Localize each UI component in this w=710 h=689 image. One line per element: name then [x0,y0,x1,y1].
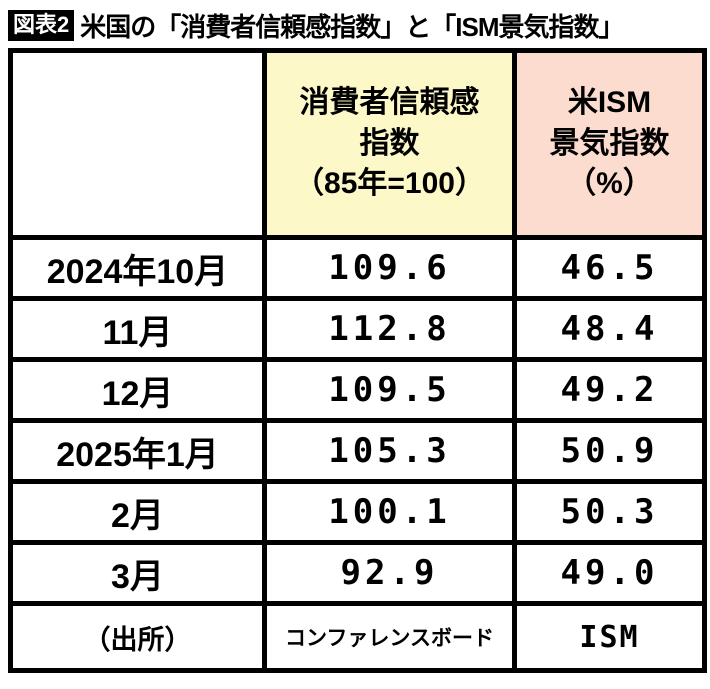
figure-header: 図表2 米国の「消費者信頼感指数」と「ISM景気指数」 [8,8,702,42]
header-line-1: 米ISM [567,86,652,120]
row-label: 2月 [8,479,267,545]
table-header-row: 消費者信頼感 指数 （85年=100） 米ISM 景気指数 （%） [8,48,707,240]
consumer-confidence-value: 105.3 [262,418,517,484]
figure-title: 米国の「消費者信頼感指数」と「ISM景気指数」 [80,11,624,42]
ism-value: 49.0 [512,540,707,606]
ism-value: 49.2 [512,357,707,423]
header-cell-ism: 米ISM 景気指数 （%） [512,48,707,240]
consumer-confidence-value: 100.1 [262,479,517,545]
row-label: 3月 [8,540,267,606]
header-line-3: （%） [566,167,653,201]
ism-value: 50.3 [512,479,707,545]
consumer-confidence-value: 109.5 [262,357,517,423]
table-row: 2025年1月 105.3 50.9 [8,418,707,484]
consumer-confidence-value: 92.9 [262,540,517,606]
source-row: （出所） コンファレンスボード ISM [8,601,707,673]
table-row: 12月 109.5 49.2 [8,357,707,423]
ism-value: 48.4 [512,296,707,362]
row-label: 2025年1月 [8,418,267,484]
header-cell-consumer-confidence: 消費者信頼感 指数 （85年=100） [262,48,517,240]
table-row: 3月 92.9 49.0 [8,540,707,606]
ism-value: 46.5 [512,235,707,301]
consumer-confidence-value: 112.8 [262,296,517,362]
row-label: 2024年10月 [8,235,267,301]
row-label: 11月 [8,296,267,362]
source-label: （出所） [8,601,267,673]
table-row: 2月 100.1 50.3 [8,479,707,545]
source-ism: ISM [512,601,707,673]
header-line-2: 景気指数 [549,126,670,160]
figure-badge: 図表2 [8,9,75,41]
table-row: 2024年10月 109.6 46.5 [8,235,707,301]
header-line-2: 指数 [359,126,420,160]
row-label: 12月 [8,357,267,423]
consumer-confidence-value: 109.6 [262,235,517,301]
data-table: 消費者信頼感 指数 （85年=100） 米ISM 景気指数 （%） 2024年1… [8,48,707,673]
source-consumer-confidence: コンファレンスボード [262,601,517,673]
header-line-1: 消費者信頼感 [299,86,480,120]
table-row: 11月 112.8 48.4 [8,296,707,362]
ism-value: 50.9 [512,418,707,484]
header-line-3: （85年=100） [294,167,485,201]
header-cell-empty [8,48,267,240]
